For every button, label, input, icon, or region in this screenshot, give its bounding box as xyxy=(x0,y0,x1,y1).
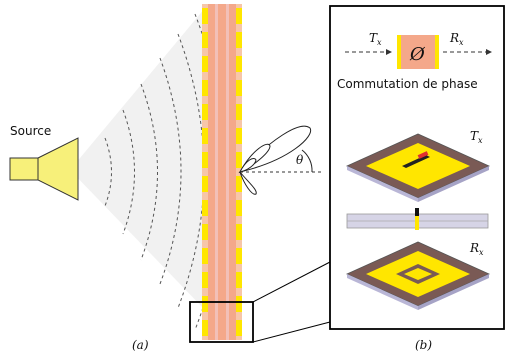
array-patch xyxy=(202,32,208,48)
rx-cell-label: Rx xyxy=(469,241,484,257)
array-patch xyxy=(236,128,242,144)
array-patch xyxy=(236,224,242,240)
source-label: Source xyxy=(10,124,51,138)
array-patch xyxy=(202,248,208,264)
array-patch xyxy=(236,176,242,192)
panel-b-label: (b) xyxy=(415,338,432,352)
wave-fan xyxy=(70,8,205,310)
array-patch xyxy=(202,296,208,312)
array-patch xyxy=(236,8,242,24)
center-feed-lines xyxy=(215,4,229,340)
tx-input-label: Tx xyxy=(369,31,382,47)
array-patch xyxy=(202,176,208,192)
theta-label: θ xyxy=(296,153,304,167)
phase-symbol: Ø xyxy=(409,44,426,65)
zoom-connector-bottom xyxy=(252,321,331,343)
array-patch xyxy=(236,296,242,312)
array-patch xyxy=(202,128,208,144)
array-patch xyxy=(236,320,242,336)
array-patch xyxy=(202,80,208,96)
tx-layer xyxy=(346,133,490,202)
commutation-label: Commutation de phase xyxy=(337,77,478,91)
array-patch xyxy=(202,320,208,336)
array-patch xyxy=(202,56,208,72)
array-patch xyxy=(202,272,208,288)
array-patch xyxy=(202,104,208,120)
panel-a-label: (a) xyxy=(132,338,149,352)
cross-section xyxy=(346,208,489,230)
panel-b: Ø Tx Rx Commutation de phase Tx xyxy=(329,5,505,352)
array-patch xyxy=(202,224,208,240)
array-patch xyxy=(202,200,208,216)
transmitarray xyxy=(202,4,242,340)
rx-slot xyxy=(396,264,440,284)
array-patch xyxy=(236,152,242,168)
array-patches xyxy=(202,8,242,336)
array-patch xyxy=(202,8,208,24)
phase-switch-block: Ø xyxy=(345,35,492,69)
zoom-connector-top xyxy=(252,261,331,303)
array-patch xyxy=(236,56,242,72)
tx-feed-component xyxy=(402,151,430,168)
array-patch xyxy=(202,152,208,168)
theta-arc xyxy=(301,149,313,173)
horn-antenna xyxy=(9,137,79,201)
array-patch xyxy=(236,104,242,120)
array-patch xyxy=(236,200,242,216)
panel-a: Source θ (a) xyxy=(9,4,331,352)
tx-cell-label: Tx xyxy=(470,129,483,145)
array-patch xyxy=(236,248,242,264)
unit-cell-zoom-box xyxy=(189,301,254,343)
array-patch xyxy=(236,80,242,96)
rx-layer xyxy=(346,241,490,310)
radiation-pattern xyxy=(238,125,312,195)
rx-output-label: Rx xyxy=(449,31,464,47)
array-patch xyxy=(236,32,242,48)
array-patch xyxy=(236,272,242,288)
